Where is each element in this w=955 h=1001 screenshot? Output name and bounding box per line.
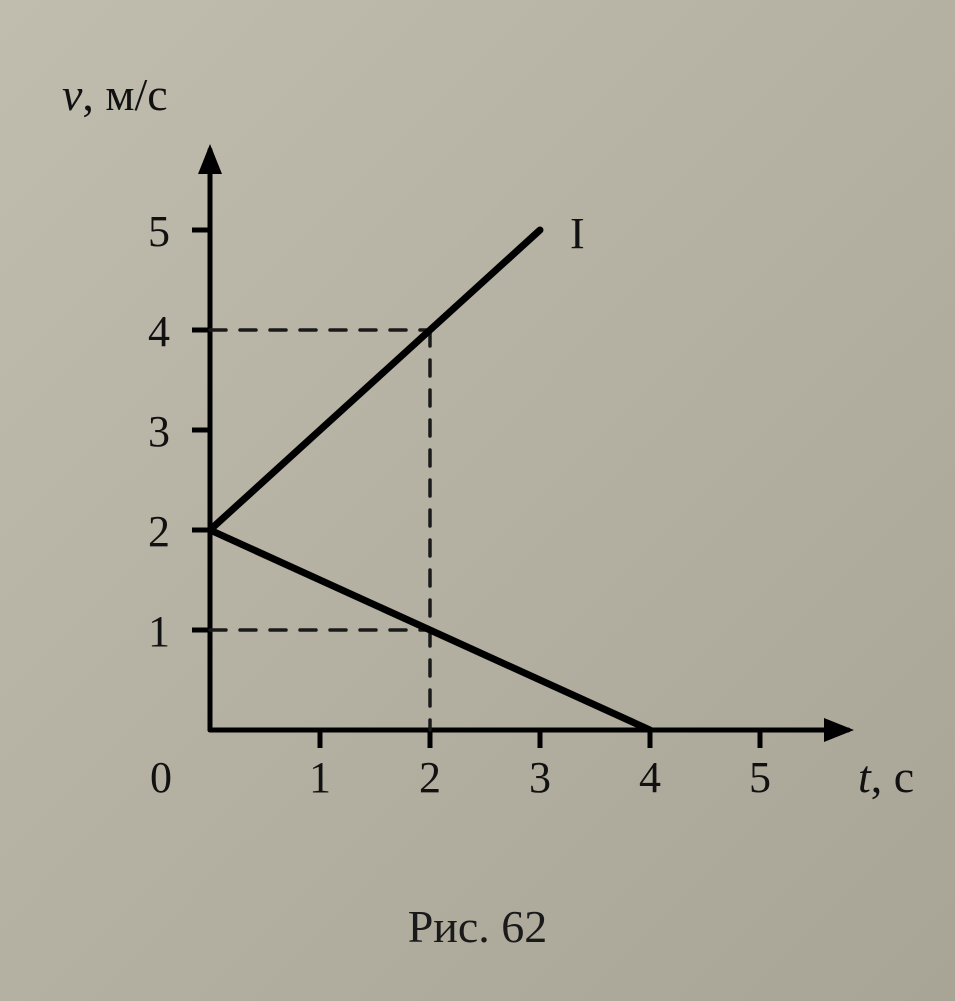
svg-text:1: 1 [309, 753, 331, 802]
svg-text:v, м/с: v, м/с [62, 69, 168, 120]
svg-text:5: 5 [148, 207, 170, 256]
svg-text:5: 5 [749, 753, 771, 802]
figure-caption: Рис. 62 [0, 900, 955, 953]
svg-text:3: 3 [148, 407, 170, 456]
svg-text:4: 4 [148, 307, 170, 356]
svg-text:I: I [570, 209, 585, 258]
page: 1 2 3 4 5 1 2 3 4 5 0 v, м/с t, с I Рис. 62 [0, 0, 955, 1001]
svg-text:0: 0 [150, 753, 172, 802]
velocity-time-chart: 1 2 3 4 5 1 2 3 4 5 0 v, м/с t, с I [50, 50, 930, 830]
svg-text:3: 3 [529, 753, 551, 802]
svg-text:t, с: t, с [858, 751, 914, 802]
svg-text:2: 2 [148, 507, 170, 556]
svg-text:4: 4 [639, 753, 661, 802]
svg-text:2: 2 [419, 753, 441, 802]
chart-svg: 1 2 3 4 5 1 2 3 4 5 0 v, м/с t, с I [50, 50, 930, 830]
svg-text:1: 1 [148, 607, 170, 656]
